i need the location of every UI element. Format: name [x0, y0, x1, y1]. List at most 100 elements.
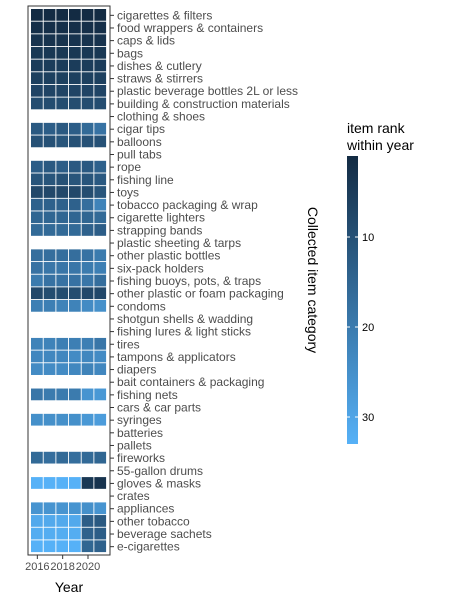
- heatmap-cell: [82, 60, 94, 72]
- heatmap-cell: [94, 528, 106, 540]
- heatmap-cell: [44, 22, 56, 34]
- heatmap-cell: [31, 34, 43, 46]
- heatmap-cell: [56, 540, 68, 552]
- heatmap-cell: [94, 262, 106, 274]
- heatmap-cell: [56, 515, 68, 527]
- heatmap-cell: [82, 161, 94, 173]
- heatmap-cell: [69, 173, 81, 185]
- heatmap-cell: [44, 528, 56, 540]
- heatmap-cell: [94, 72, 106, 84]
- heatmap-cell: [69, 34, 81, 46]
- heatmap-cell: [56, 199, 68, 211]
- heatmap-cell: [31, 98, 43, 110]
- heatmap-cell: [44, 9, 56, 21]
- heatmap-cell: [69, 540, 81, 552]
- heatmap-cell: [44, 389, 56, 401]
- heatmap-cell: [56, 98, 68, 110]
- heatmap-cell: [69, 262, 81, 274]
- heatmap-cell: [82, 300, 94, 312]
- heatmap-cell: [94, 477, 106, 489]
- heatmap-cell: [56, 136, 68, 148]
- heatmap-cell: [69, 98, 81, 110]
- heatmap-cell: [94, 414, 106, 426]
- heatmap-cell: [31, 540, 43, 552]
- heatmap-cell: [44, 338, 56, 350]
- heatmap-cell: [56, 300, 68, 312]
- heatmap-cell: [56, 85, 68, 97]
- heatmap-cell: [82, 540, 94, 552]
- heatmap-cell: [44, 502, 56, 514]
- heatmap-cell: [69, 60, 81, 72]
- heatmap-cell: [69, 389, 81, 401]
- heatmap-cell: [82, 363, 94, 375]
- heatmap-cell: [69, 123, 81, 135]
- heatmap-cell: [56, 275, 68, 287]
- heatmap-cell: [44, 211, 56, 223]
- heatmap-cell: [69, 199, 81, 211]
- heatmap-cell: [44, 275, 56, 287]
- heatmap-cell: [94, 389, 106, 401]
- heatmap-cell: [82, 85, 94, 97]
- heatmap-cell: [69, 351, 81, 363]
- legend-color-bar: [347, 156, 358, 444]
- heatmap-cell: [31, 161, 43, 173]
- heatmap-cell: [31, 452, 43, 464]
- heatmap-cell: [82, 515, 94, 527]
- heatmap-cell: [94, 123, 106, 135]
- heatmap-cell: [82, 249, 94, 261]
- heatmap-cell: [94, 47, 106, 59]
- x-axis: 2016 2018 2020: [25, 555, 100, 573]
- heatmap-cell: [31, 515, 43, 527]
- heatmap-cell: [69, 452, 81, 464]
- heatmap-cell: [69, 186, 81, 198]
- heatmap-cell: [31, 363, 43, 375]
- heatmap-cell: [94, 173, 106, 185]
- heatmap-cell: [56, 34, 68, 46]
- heatmap-cell: [44, 186, 56, 198]
- heatmap-cell: [69, 85, 81, 97]
- heatmap-cell: [56, 502, 68, 514]
- heatmap-cell: [94, 287, 106, 299]
- heatmap-cell: [69, 211, 81, 223]
- heatmap-cell: [56, 22, 68, 34]
- heatmap-cell: [31, 477, 43, 489]
- heatmap-cell: [31, 123, 43, 135]
- heatmap-cell: [94, 34, 106, 46]
- heatmap-cell: [69, 338, 81, 350]
- heatmap-cell: [94, 224, 106, 236]
- heatmap-cell: [94, 186, 106, 198]
- heatmap-cell: [82, 351, 94, 363]
- heatmap-cell: [82, 414, 94, 426]
- heatmap-cell: [31, 502, 43, 514]
- heatmap-cell: [44, 60, 56, 72]
- heatmap-cell: [82, 528, 94, 540]
- heatmap-cell: [94, 300, 106, 312]
- heatmap-cell: [69, 287, 81, 299]
- heatmap-cell: [56, 186, 68, 198]
- heatmap-cell: [69, 515, 81, 527]
- heatmap-cell: [56, 60, 68, 72]
- heatmap-cell: [56, 249, 68, 261]
- heatmap-cell: [31, 173, 43, 185]
- heatmap-cell: [44, 136, 56, 148]
- heatmap-cell: [94, 275, 106, 287]
- heatmap-cell: [31, 60, 43, 72]
- heatmap-cell: [56, 351, 68, 363]
- heatmap-cell: [82, 502, 94, 514]
- heatmap-cell: [31, 85, 43, 97]
- heatmap-cell: [82, 22, 94, 34]
- heatmap-cell: [31, 47, 43, 59]
- heatmap-cell: [69, 477, 81, 489]
- heatmap-cell: [94, 249, 106, 261]
- heatmap-cell: [31, 249, 43, 261]
- heatmap-cell: [31, 186, 43, 198]
- heatmap-cell: [44, 72, 56, 84]
- heatmap-cell: [94, 85, 106, 97]
- heatmap-cell: [69, 9, 81, 21]
- heatmap-cell: [94, 515, 106, 527]
- heatmap-cell: [56, 414, 68, 426]
- heatmap-cell: [82, 338, 94, 350]
- heatmap-cell: [82, 477, 94, 489]
- heatmap-cell: [56, 287, 68, 299]
- heatmap-cell: [82, 452, 94, 464]
